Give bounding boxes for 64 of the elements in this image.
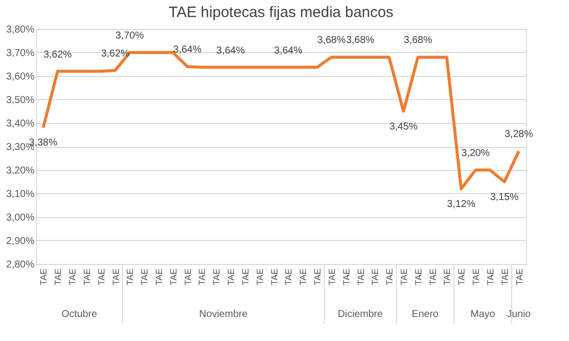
x-tick-label: TAE <box>53 268 64 286</box>
data-label: 3,12% <box>446 198 476 210</box>
x-tick-label: TAE <box>471 268 482 286</box>
x-tick-label: TAE <box>154 268 164 286</box>
data-label: 3,15% <box>490 192 519 203</box>
x-tick-label: TAE <box>370 268 380 286</box>
x-tick-label: TAE <box>442 268 452 286</box>
x-tick-label: TAE <box>38 268 49 286</box>
x-tick-label: TAE <box>96 268 106 286</box>
x-tick-label: TAE <box>284 268 294 286</box>
x-tick-label: TAE <box>428 268 438 286</box>
x-tick-label: TAE <box>240 268 250 286</box>
x-tick-label: TAE <box>269 268 280 286</box>
x-tick-label: TAE <box>341 268 352 286</box>
x-tick-label: TAE <box>140 268 150 286</box>
y-tick-label: 3,20% <box>6 166 35 176</box>
x-tick-label: TAE <box>399 268 409 286</box>
data-label: 3,62% <box>43 49 72 60</box>
text: Diciembre <box>338 309 384 320</box>
x-tick-label: TAE <box>326 268 337 286</box>
chart-title: TAE hipotecas fijas media bancos <box>168 4 394 21</box>
y-tick-label: 3,10% <box>6 189 35 200</box>
data-label: 3,64% <box>274 45 302 56</box>
x-tick-label: TAE <box>254 268 265 286</box>
x-tick-label: TAE <box>125 268 136 286</box>
x-tick-label: TAE <box>298 268 308 286</box>
x-tick-label: TAE <box>226 268 236 286</box>
x-tick-label: TAE <box>182 268 193 286</box>
x-tick-label: TAE <box>413 268 424 286</box>
data-label: 3,28% <box>504 129 534 140</box>
x-tick-label: TAE <box>356 268 366 286</box>
y-tick-label: 2,80% <box>6 260 35 270</box>
y-tick-label: 3,40% <box>6 118 35 130</box>
x-tick-label: TAE <box>456 268 467 286</box>
data-label: 3,68% <box>404 35 432 46</box>
x-tick-label: TAE <box>500 268 510 286</box>
text: Noviembre <box>199 309 248 320</box>
data-label: 3,64% <box>173 44 202 56</box>
y-tick-label: 3,80% <box>6 24 35 36</box>
text: Octubre <box>61 309 98 320</box>
x-tick-label: TAE <box>82 268 92 286</box>
data-label: 3,68% <box>317 35 346 46</box>
x-tick-label: TAE <box>110 268 121 286</box>
y-tick-label: 3,00% <box>6 212 35 224</box>
text: Enero <box>412 309 439 320</box>
x-tick-label: TAE <box>197 268 208 286</box>
y-tick-label: 3,50% <box>6 95 35 106</box>
y-tick-label: 3,70% <box>6 48 35 59</box>
x-tick-label: TAE <box>168 268 178 286</box>
x-tick-label: TAE <box>68 268 78 286</box>
data-label: 3,20% <box>461 148 490 159</box>
data-label: 3,68% <box>346 35 375 46</box>
x-tick-label: TAE <box>312 268 323 286</box>
y-tick-label: 3,60% <box>6 72 35 82</box>
x-tick-label: TAE <box>514 268 524 286</box>
x-tick-label: TAE <box>212 268 222 286</box>
text: Junio <box>506 309 532 320</box>
data-label: 3,64% <box>216 45 245 56</box>
data-label: 3,70% <box>115 30 144 42</box>
y-tick-label: 2,90% <box>6 236 35 247</box>
text: Mayo <box>470 309 496 320</box>
data-label: 3,45% <box>389 121 418 132</box>
x-tick-label: TAE <box>384 268 395 286</box>
x-tick-label: TAE <box>485 268 496 286</box>
